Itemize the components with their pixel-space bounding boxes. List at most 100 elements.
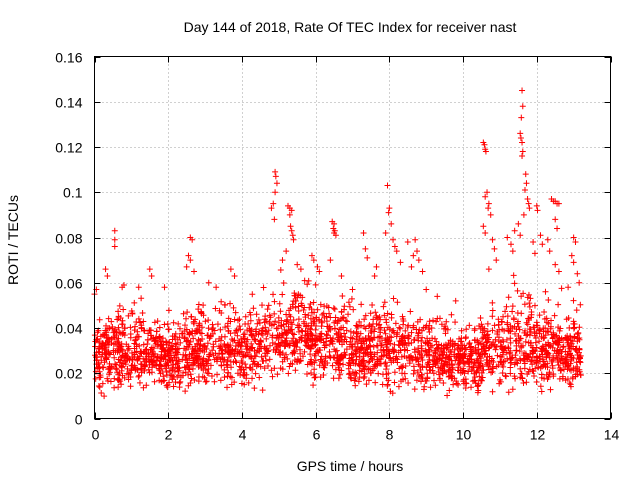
- data-point: [414, 248, 420, 255]
- data-point: [183, 326, 190, 333]
- data-point: [471, 327, 478, 334]
- data-point: [268, 322, 275, 329]
- data-point: [454, 367, 461, 374]
- data-point: [302, 311, 309, 318]
- data-point: [430, 317, 437, 324]
- data-point: [526, 303, 533, 310]
- data-point: [327, 257, 334, 264]
- data-point: [120, 330, 127, 337]
- data-point: [537, 383, 544, 390]
- data-point: [388, 314, 395, 321]
- data-point: [337, 353, 344, 360]
- data-point: [114, 338, 121, 345]
- data-point: [273, 325, 280, 332]
- data-point: [400, 363, 407, 370]
- data-point: [373, 263, 380, 270]
- data-point: [211, 378, 218, 385]
- data-point: [411, 367, 418, 374]
- data-point: [405, 379, 412, 386]
- data-point: [544, 236, 551, 243]
- data-point: [520, 290, 527, 297]
- data-point: [413, 326, 420, 333]
- data-point: [331, 354, 338, 361]
- data-point: [102, 266, 109, 273]
- data-point: [100, 331, 107, 338]
- data-point: [557, 356, 564, 363]
- data-point: [170, 319, 177, 326]
- x-tick-label: 8: [386, 427, 394, 443]
- data-point: [119, 364, 126, 371]
- data-point: [435, 341, 442, 348]
- data-point: [224, 357, 231, 364]
- data-point: [385, 377, 392, 384]
- data-point: [356, 367, 363, 374]
- data-point: [515, 220, 522, 227]
- data-point: [431, 335, 438, 342]
- data-point: [231, 337, 238, 344]
- data-point: [466, 339, 473, 346]
- data-point: [574, 368, 581, 375]
- data-point: [168, 372, 175, 379]
- data-point: [151, 319, 158, 326]
- data-point: [208, 326, 215, 333]
- data-point: [522, 327, 529, 334]
- data-point: [152, 350, 159, 357]
- data-point: [356, 318, 363, 325]
- data-point: [515, 323, 522, 330]
- data-point: [362, 245, 369, 252]
- data-point: [290, 316, 297, 323]
- data-point: [333, 330, 340, 337]
- data-point: [140, 327, 147, 334]
- data-point: [374, 315, 381, 322]
- data-point: [378, 335, 385, 342]
- data-point: [527, 295, 534, 302]
- data-point: [182, 352, 189, 359]
- data-point: [314, 347, 321, 354]
- data-point: [399, 376, 406, 383]
- data-point: [410, 370, 417, 377]
- data-point: [268, 367, 275, 374]
- data-point: [485, 200, 492, 207]
- data-point: [425, 359, 432, 366]
- data-point: [407, 308, 414, 315]
- data-point: [541, 308, 548, 315]
- data-point: [533, 379, 540, 386]
- data-point: [241, 338, 248, 345]
- data-point: [521, 186, 528, 193]
- data-point: [429, 335, 436, 342]
- data-point: [331, 306, 338, 313]
- data-point: [318, 330, 325, 337]
- data-point: [185, 252, 192, 259]
- data-point: [383, 362, 390, 369]
- data-point: [254, 320, 261, 327]
- data-point: [297, 350, 304, 357]
- data-point: [272, 168, 279, 175]
- data-point: [511, 330, 518, 337]
- data-point: [132, 366, 139, 373]
- x-axis-label: GPS time / hours: [297, 458, 404, 474]
- data-point: [348, 295, 355, 302]
- data-point: [365, 377, 372, 384]
- data-point: [383, 366, 390, 373]
- data-point: [332, 318, 339, 325]
- data-point: [269, 373, 276, 380]
- data-point: [164, 348, 171, 355]
- data-point: [284, 316, 291, 323]
- data-point: [205, 366, 212, 373]
- data-point: [164, 384, 171, 391]
- x-tick-label: 2: [165, 427, 173, 443]
- data-point: [562, 377, 569, 384]
- data-point: [347, 328, 354, 335]
- data-point: [329, 362, 336, 369]
- data-point: [404, 239, 411, 246]
- data-point: [138, 369, 145, 376]
- data-point: [423, 348, 430, 355]
- data-point: [402, 327, 409, 334]
- data-point: [296, 322, 303, 329]
- data-point: [540, 325, 547, 332]
- data-point: [507, 241, 514, 248]
- data-point: [391, 369, 398, 376]
- data-point: [332, 366, 339, 373]
- data-point: [122, 350, 129, 357]
- data-point: [116, 302, 123, 309]
